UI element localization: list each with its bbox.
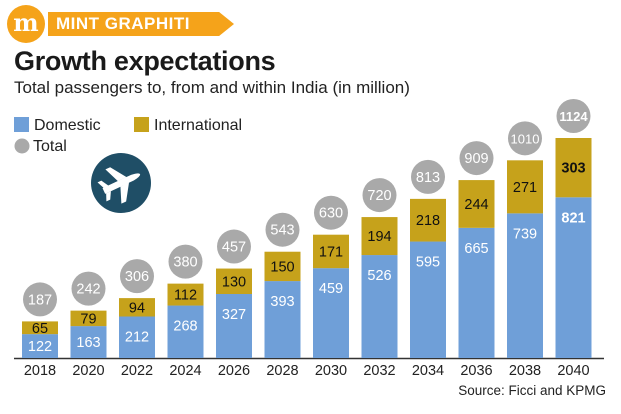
bar-international-2034 <box>410 198 446 242</box>
label-international-2020: 79 <box>80 311 96 327</box>
x-tick-2024: 2024 <box>169 363 201 379</box>
bar-international-2018 <box>22 321 58 335</box>
x-tick-2018: 2018 <box>24 363 56 379</box>
label-domestic-2036: 665 <box>464 241 488 257</box>
label-domestic-2018: 122 <box>28 339 52 355</box>
label-total-2020: 242 <box>76 282 100 298</box>
bar-international-2022 <box>119 298 155 317</box>
label-domestic-2030: 459 <box>319 281 343 297</box>
total-bubble-2018 <box>23 282 57 317</box>
x-tick-2038: 2038 <box>509 363 541 379</box>
total-bubble-2040 <box>556 99 591 133</box>
legend-label-domestic: Domestic <box>34 117 101 134</box>
label-total-2036: 909 <box>464 151 488 167</box>
label-total-2040: 1124 <box>559 109 588 124</box>
label-total-2038: 1010 <box>511 131 540 146</box>
bar-domestic-2022 <box>119 316 155 358</box>
label-total-2022: 306 <box>125 269 149 285</box>
total-bubble-2026 <box>217 229 251 264</box>
x-tick-2022: 2022 <box>121 363 153 379</box>
bar-domestic-2038 <box>507 213 543 358</box>
label-domestic-2032: 526 <box>367 268 391 284</box>
bar-domestic-2032 <box>361 255 398 358</box>
legend-swatch-total <box>14 138 30 154</box>
x-tick-2034: 2034 <box>412 363 444 379</box>
airplane-icon-glyph <box>97 167 141 204</box>
total-bubble-2036 <box>459 141 494 176</box>
bar-domestic-2040 <box>555 197 592 358</box>
bar-domestic-2036 <box>458 227 495 358</box>
label-total-2030: 630 <box>319 206 343 222</box>
label-international-2026: 130 <box>222 274 246 290</box>
label-domestic-2022: 212 <box>125 330 149 346</box>
label-total-2024: 380 <box>173 255 197 271</box>
bar-international-2032 <box>361 217 398 256</box>
label-domestic-2026: 327 <box>222 307 246 323</box>
legend-swatch-domestic <box>14 117 29 132</box>
brand-label: MINT GRAPHITI <box>56 14 190 33</box>
label-international-2024: 112 <box>174 288 197 304</box>
bar-international-2038 <box>507 160 543 214</box>
bar-international-2030 <box>313 234 349 269</box>
bar-international-2024 <box>167 283 204 306</box>
source-note: Source: Ficci and KPMG <box>458 383 606 398</box>
total-bubble-2028 <box>265 212 300 247</box>
label-international-2038: 271 <box>513 180 537 196</box>
bar-domestic-2018 <box>22 334 58 358</box>
total-bubble-2020 <box>71 271 106 306</box>
label-domestic-2028: 393 <box>270 294 294 310</box>
bar-domestic-2030 <box>313 268 349 358</box>
label-domestic-2034: 595 <box>416 255 440 271</box>
bar-international-2040 <box>555 138 592 198</box>
label-total-2028: 543 <box>270 223 294 239</box>
x-tick-2026: 2026 <box>218 363 250 379</box>
logo-letter: m <box>13 7 39 37</box>
x-tick-2040: 2040 <box>557 363 589 379</box>
total-bubble-2024 <box>168 244 203 279</box>
bar-international-2028 <box>264 251 301 282</box>
total-bubble-2022 <box>120 259 154 294</box>
legend-label-international: International <box>154 117 242 134</box>
total-bubble-2032 <box>362 178 397 213</box>
chart-subtitle: Total passengers to, from and within Ind… <box>14 78 410 97</box>
label-international-2034: 218 <box>416 213 440 229</box>
x-tick-2028: 2028 <box>266 363 298 379</box>
total-bubble-2030 <box>314 195 348 230</box>
bar-domestic-2024 <box>167 305 204 358</box>
label-international-2018: 65 <box>32 321 48 337</box>
label-total-2034: 813 <box>416 170 440 186</box>
label-international-2030: 171 <box>319 244 343 260</box>
bar-domestic-2020 <box>70 326 107 358</box>
brand-banner: MINT GRAPHITI <box>48 12 234 36</box>
bar-international-2020 <box>70 310 107 327</box>
bar-international-2026 <box>216 268 252 294</box>
label-domestic-2020: 163 <box>76 335 100 351</box>
bar-international-2036 <box>458 180 495 228</box>
label-international-2022: 94 <box>129 300 145 316</box>
total-bubble-2038 <box>508 121 542 156</box>
label-domestic-2040: 821 <box>561 210 585 226</box>
x-tick-2036: 2036 <box>460 363 492 379</box>
total-bubble-2034 <box>411 159 445 194</box>
bar-domestic-2026 <box>216 293 252 358</box>
label-domestic-2024: 268 <box>173 319 197 335</box>
x-tick-2030: 2030 <box>315 363 347 379</box>
legend-label-total: Total <box>33 138 67 155</box>
label-domestic-2038: 739 <box>513 226 537 242</box>
bar-domestic-2034 <box>410 241 446 358</box>
label-international-2036: 244 <box>464 197 488 213</box>
mint-logo: m <box>7 5 45 43</box>
label-international-2028: 150 <box>270 259 294 275</box>
label-total-2032: 720 <box>367 188 391 204</box>
x-tick-2032: 2032 <box>363 363 395 379</box>
chart-title: Growth expectations <box>14 46 276 76</box>
label-total-2018: 187 <box>28 292 52 308</box>
x-tick-2020: 2020 <box>72 363 104 379</box>
legend-swatch-international <box>134 117 149 132</box>
label-international-2040: 303 <box>561 161 585 177</box>
label-total-2026: 457 <box>222 240 246 256</box>
bar-domestic-2028 <box>264 281 301 358</box>
label-international-2032: 194 <box>367 229 391 245</box>
